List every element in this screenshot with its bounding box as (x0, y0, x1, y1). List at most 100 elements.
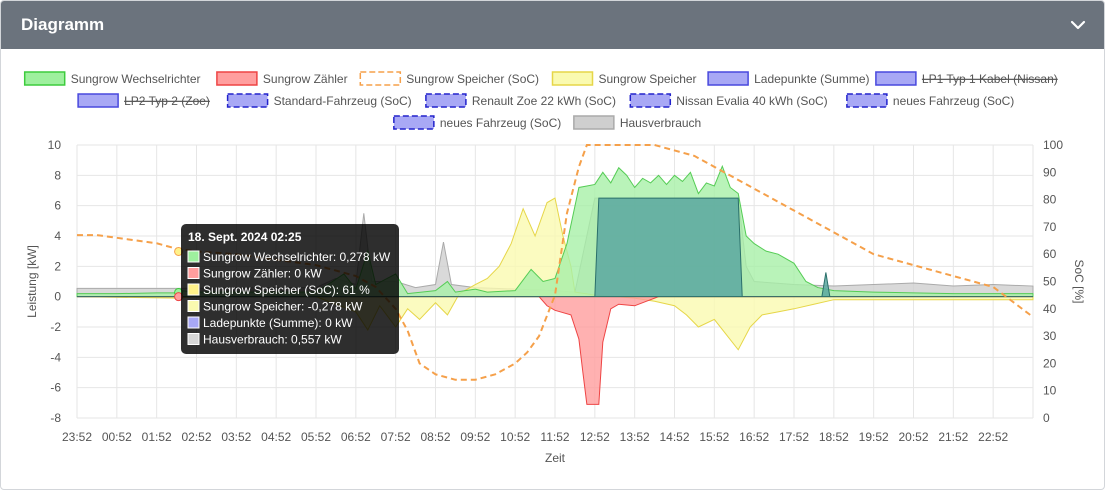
y-tick-label: 8 (54, 168, 61, 182)
tooltip-line: Sungrow Wechselrichter: 0,278 kW (203, 250, 391, 264)
tooltip-box (181, 224, 399, 354)
y-tick-label: -6 (50, 381, 61, 395)
x-tick-label: 07:52 (381, 430, 411, 444)
legend-item[interactable]: Sungrow Speicher (551, 71, 697, 86)
y-tick-label: -4 (50, 350, 61, 364)
x-tick-label: 11:52 (540, 430, 569, 444)
tooltip-title: 18. Sept. 2024 02:25 (188, 230, 302, 244)
legend-swatch (23, 71, 66, 86)
energy-chart: Sungrow Wechselrichter Sungrow Zähler Sung… (23, 71, 1086, 465)
legend-swatch (629, 93, 672, 108)
legend-swatch (846, 93, 888, 108)
legend-item[interactable]: Ladepunkte (Summe) (707, 71, 870, 86)
tooltip-line: Sungrow Zähler: 0 kW (203, 267, 322, 281)
legend-item[interactable]: LP1 Typ 1 Kabel (Nissan) (875, 71, 1058, 86)
x-tick-label: 14:52 (659, 430, 689, 444)
legend-item[interactable]: Sungrow Speicher (SoC) (359, 71, 539, 86)
tooltip-line: Sungrow Speicher: -0,278 kW (203, 300, 363, 314)
x-tick-label: 06:52 (341, 430, 371, 444)
legend-swatch (77, 93, 119, 108)
tooltip-swatch (187, 333, 200, 345)
y2-tick-label: 10 (1043, 384, 1057, 398)
y2-tick-label: 70 (1043, 220, 1057, 234)
legend-swatch (226, 93, 269, 108)
x-tick-label: 15:52 (699, 430, 729, 444)
y-tick-label: 6 (54, 199, 61, 213)
tooltip-swatch (187, 250, 200, 263)
legend-swatch (875, 71, 917, 86)
x-tick-label: 00:52 (102, 430, 132, 444)
x-tick-label: 20:52 (898, 430, 928, 444)
legend-label: Sungrow Speicher (SoC) (406, 72, 539, 86)
legend-swatch (393, 115, 435, 130)
y2-tick-label: 20 (1043, 356, 1057, 370)
legend-swatch (359, 71, 402, 86)
x-tick-label: 04:52 (261, 430, 291, 444)
legend-label: LP2 Typ 2 (Zoe) (124, 94, 210, 108)
legend: Sungrow Wechselrichter Sungrow Zähler Sung… (23, 71, 1058, 130)
legend-label: Nissan Evalia 40 kWh (SoC) (676, 94, 827, 108)
legend-swatch (551, 71, 594, 86)
legend-item[interactable]: Standard-Fahrzeug (SoC) (226, 93, 412, 108)
legend-item[interactable]: Sungrow Wechselrichter (23, 71, 201, 86)
legend-swatch (216, 71, 258, 86)
x-axis-title: Zeit (545, 451, 566, 465)
y2-tick-label: 50 (1043, 275, 1057, 289)
x-tick-label: 22:52 (978, 430, 1008, 444)
card-header[interactable]: Diagramm (1, 1, 1104, 49)
tooltip-swatch (187, 267, 200, 279)
y2-tick-label: 80 (1043, 193, 1057, 207)
y2-tick-label: 100 (1043, 138, 1063, 152)
x-tick-label: 12:52 (580, 430, 610, 444)
tooltip-line: Ladepunkte (Summe): 0 kW (203, 316, 353, 330)
legend-label: Ladepunkte (Summe) (754, 72, 869, 86)
legend-item[interactable]: Sungrow Zähler (216, 71, 348, 86)
legend-swatch (425, 93, 467, 108)
x-tick-label: 02:52 (181, 430, 211, 444)
card-title: Diagramm (21, 15, 105, 34)
legend-item[interactable]: Renault Zoe 22 kWh (SoC) (425, 93, 616, 108)
tooltip-line: Sungrow Speicher (SoC): 61 % (203, 283, 370, 297)
x-tick-label: 13:52 (620, 430, 650, 444)
tooltip-swatch (187, 300, 200, 312)
legend-label: LP1 Typ 1 Kabel (Nissan) (922, 72, 1058, 86)
legend-swatch (573, 115, 615, 130)
legend-swatch (707, 71, 749, 86)
y-tick-label: 2 (54, 259, 61, 273)
x-tick-label: 03:52 (221, 430, 251, 444)
x-tick-label: 10:52 (500, 430, 530, 444)
legend-item[interactable]: LP2 Typ 2 (Zoe) (77, 93, 210, 108)
y-tick-label: -8 (50, 411, 61, 425)
legend-item[interactable]: neues Fahrzeug (SoC) (393, 115, 561, 130)
y-tick-label: 0 (54, 290, 61, 304)
legend-item[interactable]: neues Fahrzeug (SoC) (846, 93, 1014, 108)
y2-axis-title: SoC [%] (1072, 259, 1086, 303)
x-tick-label: 18:52 (819, 430, 849, 444)
x-tick-label: 16:52 (739, 430, 769, 444)
legend-label: Renault Zoe 22 kWh (SoC) (472, 94, 616, 108)
axes: -8-6-4-20246810010203040506070809010023:… (25, 138, 1086, 465)
x-tick-label: 09:52 (460, 430, 490, 444)
tooltip-line: Hausverbrauch: 0,557 kW (203, 333, 342, 347)
legend-label: neues Fahrzeug (SoC) (893, 94, 1014, 108)
chevron-down-icon[interactable] (1070, 17, 1086, 33)
y-tick-label: 4 (54, 229, 61, 243)
legend-label: neues Fahrzeug (SoC) (440, 116, 561, 130)
y-tick-label: -2 (50, 320, 61, 334)
x-tick-label: 01:52 (142, 430, 172, 444)
y2-tick-label: 90 (1043, 165, 1057, 179)
legend-label: Hausverbrauch (620, 116, 701, 130)
legend-label: Sungrow Speicher (599, 72, 697, 86)
tooltip-swatch (187, 316, 200, 329)
y2-tick-label: 0 (1043, 411, 1050, 425)
y2-tick-label: 60 (1043, 247, 1057, 261)
y-axis-title: Leistung [kW] (25, 245, 39, 318)
series-area-sungrow-z-hler (77, 296, 1033, 405)
legend-item[interactable]: Nissan Evalia 40 kWh (SoC) (629, 93, 828, 108)
y2-tick-label: 30 (1043, 329, 1057, 343)
x-tick-label: 23:52 (62, 430, 92, 444)
x-tick-label: 08:52 (420, 430, 450, 444)
x-tick-label: 21:52 (938, 430, 968, 444)
legend-item[interactable]: Hausverbrauch (573, 115, 701, 130)
